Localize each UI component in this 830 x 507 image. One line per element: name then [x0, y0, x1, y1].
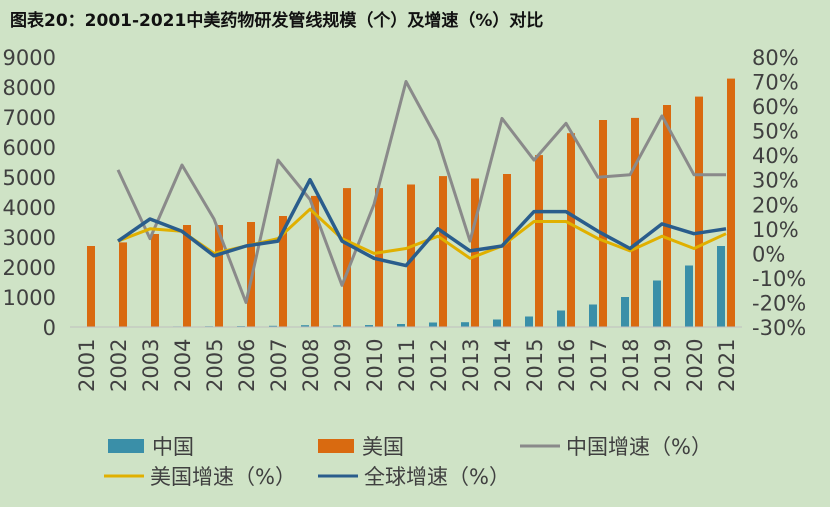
y-left-tick-label: 1000 [3, 286, 56, 310]
y-right-tick-label: 30% [752, 169, 799, 193]
y-right-tick-label: 60% [752, 95, 799, 119]
x-tick-label: 2013 [459, 339, 483, 392]
bar-china [493, 319, 501, 327]
bar-usa [631, 117, 639, 328]
legend-china-swatch [108, 439, 144, 453]
y-right-tick-label: -20% [752, 291, 806, 315]
y-right-tick-label: 70% [752, 71, 799, 95]
y-left-tick-label: 7000 [3, 106, 56, 130]
bar-usa [407, 184, 415, 327]
legend-global-growth-label: 全球增速（%） [364, 465, 510, 489]
x-tick-label: 2015 [523, 339, 547, 392]
bar-usa [439, 176, 447, 327]
x-tick-label: 2011 [395, 339, 419, 392]
bar-usa [215, 225, 223, 327]
bar-usa [151, 234, 159, 327]
y-left-tick-label: 6000 [3, 136, 56, 160]
y-right-tick-label: -10% [752, 267, 806, 291]
bar-china [589, 304, 597, 327]
legend-china-growth-label: 中国增速（%） [566, 435, 712, 459]
y-left-tick-label: 9000 [3, 46, 56, 70]
bar-china [621, 297, 629, 327]
x-tick-label: 2002 [107, 339, 131, 392]
bar-usa [311, 195, 319, 327]
x-tick-label: 2001 [75, 339, 99, 392]
legend-usa-growth-label: 美国增速（%） [150, 465, 296, 489]
y-right-tick-label: 10% [752, 218, 799, 242]
bar-usa [503, 174, 511, 327]
x-tick-label: 2021 [715, 339, 739, 392]
bar-usa [375, 188, 383, 327]
bar-usa [567, 133, 575, 327]
bar-usa [663, 105, 671, 327]
y-left-tick-label: 8000 [3, 76, 56, 100]
chart-title: 图表20：2001-2021中美药物研发管线规模（个）及增速（%）对比 [10, 11, 544, 31]
bar-china [333, 325, 341, 327]
x-tick-label: 2006 [235, 339, 259, 392]
y-right-tick-label: 0% [752, 242, 785, 266]
bar-china [397, 324, 405, 327]
bar-usa [695, 96, 703, 327]
line-global-growth [117, 177, 727, 268]
bar-china [365, 325, 373, 327]
bar-usa [727, 78, 735, 327]
legend-usa-swatch [318, 439, 354, 453]
x-tick-label: 2007 [267, 339, 291, 392]
x-tick-label: 2004 [171, 339, 195, 392]
bar-usa [119, 242, 127, 327]
bar-china [525, 316, 533, 327]
y-left-tick-label: 0 [43, 316, 56, 340]
bar-usa [279, 216, 287, 327]
x-tick-label: 2003 [139, 339, 163, 392]
y-right-tick-label: -30% [752, 316, 806, 340]
x-tick-label: 2019 [651, 339, 675, 392]
bar-china [717, 246, 725, 327]
x-tick-label: 2020 [683, 339, 707, 392]
x-tick-label: 2018 [619, 339, 643, 392]
y-left-tick-label: 2000 [3, 256, 56, 280]
bar-china [301, 325, 309, 327]
x-tick-label: 2016 [555, 339, 579, 392]
line-usa-growth [117, 207, 727, 260]
x-tick-label: 2017 [587, 339, 611, 392]
bar-usa [87, 246, 95, 327]
y-left-tick-label: 4000 [3, 196, 56, 220]
x-tick-label: 2009 [331, 339, 355, 392]
bar-china [653, 280, 661, 327]
bar-usa [599, 120, 607, 327]
bar-usa [471, 178, 479, 327]
legend-usa-label: 美国 [362, 435, 404, 459]
bar-usa [343, 188, 351, 327]
y-left-tick-label: 5000 [3, 166, 56, 190]
x-tick-label: 2008 [299, 339, 323, 392]
x-tick-label: 2014 [491, 339, 515, 392]
x-tick-label: 2012 [427, 339, 451, 392]
y-right-tick-label: 20% [752, 193, 799, 217]
line-china-growth [116, 80, 726, 304]
bar-usa [535, 155, 543, 327]
bar-china [461, 322, 469, 327]
x-tick-label: 2010 [363, 339, 387, 392]
bar-china [429, 322, 437, 327]
x-tick-label: 2005 [203, 339, 227, 392]
y-right-tick-label: 40% [752, 144, 799, 168]
bar-china [269, 325, 277, 327]
y-left-tick-label: 3000 [3, 226, 56, 250]
y-right-tick-label: 50% [752, 120, 799, 144]
y-right-tick-label: 80% [752, 46, 799, 70]
bar-usa [183, 225, 191, 327]
bar-china [685, 265, 693, 327]
legend-china-label: 中国 [152, 435, 194, 459]
bar-china [557, 310, 565, 327]
